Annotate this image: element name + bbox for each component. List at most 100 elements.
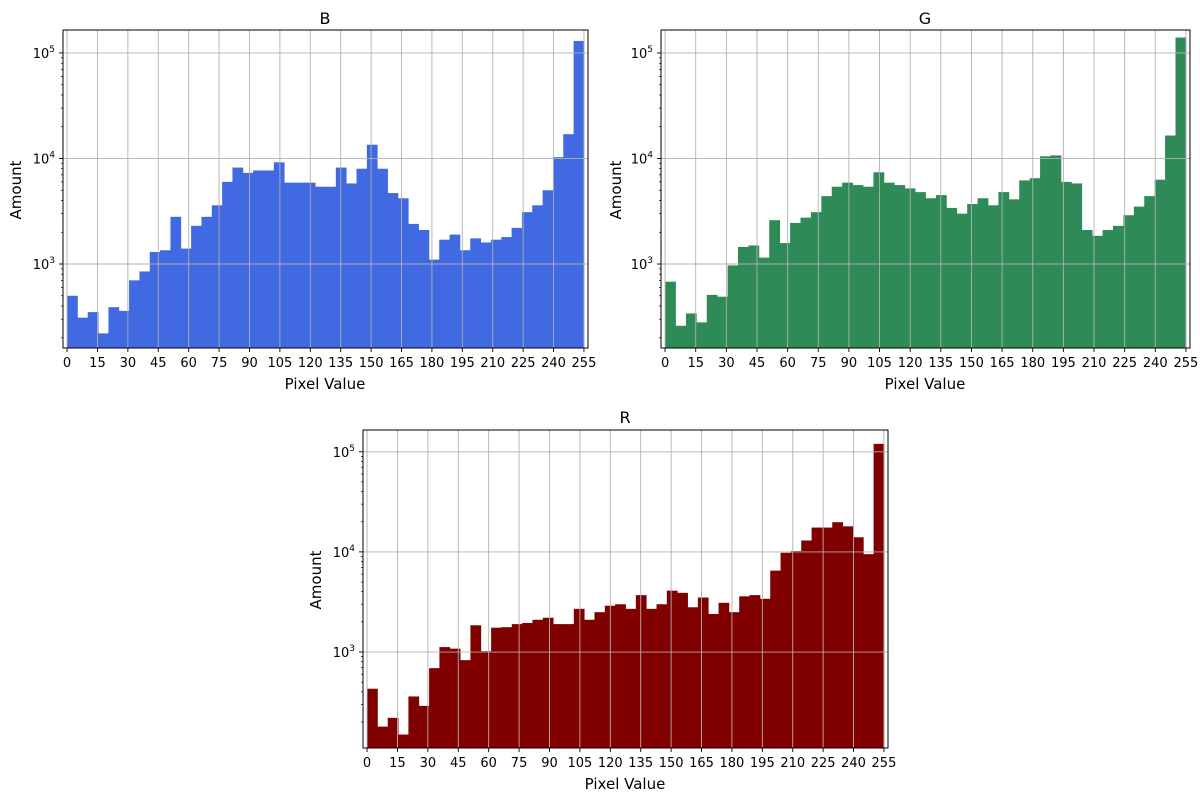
histogram-bar <box>98 333 109 348</box>
x-tick-label: 210 <box>480 356 505 371</box>
histogram-bar <box>1133 206 1145 348</box>
histogram-bar <box>967 204 978 348</box>
histogram-bar <box>542 190 554 348</box>
x-tick-label: 105 <box>567 756 592 771</box>
x-tick-label: 135 <box>628 756 653 771</box>
x-tick-label: 180 <box>720 756 745 771</box>
histogram-bar <box>894 185 906 348</box>
histogram-bar <box>1165 135 1176 348</box>
histogram-bar <box>717 296 728 348</box>
x-tick-label: 135 <box>928 356 953 371</box>
histogram-bar <box>790 551 802 748</box>
histogram-bar <box>625 608 637 748</box>
histogram-bar <box>501 627 513 748</box>
histogram-bar <box>160 250 171 348</box>
x-tick-label: 195 <box>450 356 475 371</box>
histogram-bar <box>294 182 306 348</box>
panel-b-title: B <box>320 9 331 28</box>
y-tick-label: 105 <box>631 45 653 62</box>
histogram-bar <box>211 205 223 348</box>
x-tick-label: 240 <box>841 756 866 771</box>
x-tick-label: 30 <box>420 756 437 771</box>
histogram-bar <box>800 217 812 348</box>
histogram-bar <box>727 265 739 348</box>
histogram-bar <box>501 237 512 348</box>
histogram-bar <box>439 239 450 348</box>
histogram-bar <box>1144 196 1156 348</box>
x-tick-label: 165 <box>389 356 414 371</box>
panel-g-ylabel: Amount <box>607 160 625 219</box>
x-tick-label: 210 <box>780 756 805 771</box>
histogram-bar <box>398 734 409 748</box>
histogram-bar <box>253 170 264 348</box>
histogram-bar <box>1050 155 1062 348</box>
histogram-bar <box>718 602 730 748</box>
x-tick-label: 180 <box>1020 356 1045 371</box>
histogram-bar <box>418 230 430 348</box>
histogram-bar <box>439 647 451 748</box>
x-tick-label: 0 <box>661 356 669 371</box>
histogram-bar <box>769 220 781 348</box>
histogram-bar <box>728 612 740 748</box>
histogram-bar <box>563 624 575 748</box>
x-tick-label: 60 <box>180 356 197 371</box>
histogram-bar <box>821 527 833 748</box>
histogram-bar <box>685 313 697 348</box>
histogram-bar <box>842 526 854 748</box>
histogram-bar <box>706 294 718 348</box>
histogram-bar <box>77 317 89 348</box>
histogram-bar <box>480 651 492 748</box>
histogram-bar <box>646 608 657 748</box>
histogram-bar <box>1092 235 1103 348</box>
histogram-bar <box>1008 199 1020 348</box>
x-tick-label: 15 <box>687 356 704 371</box>
x-tick-label: 90 <box>541 756 558 771</box>
histogram-bar <box>594 612 606 748</box>
panel-r-xlabel: Pixel Value <box>585 775 666 793</box>
histogram-bar <box>738 246 749 348</box>
histogram-bar <box>491 627 502 748</box>
histogram-bar <box>490 239 502 348</box>
histogram-bar <box>397 198 409 348</box>
histogram-bar <box>759 598 771 748</box>
x-tick-label: 105 <box>267 356 292 371</box>
histogram-bar <box>832 522 843 748</box>
x-tick-label: 45 <box>150 356 167 371</box>
x-tick-label: 120 <box>298 356 323 371</box>
histogram-bar <box>335 167 347 348</box>
histogram-bar <box>232 167 244 348</box>
histogram-bar <box>739 596 750 748</box>
histogram-bar <box>573 608 585 748</box>
histogram-bar <box>429 668 440 748</box>
histogram-bar <box>521 212 533 348</box>
histogram-bar <box>449 648 461 748</box>
x-tick-label: 255 <box>572 356 597 371</box>
panel-r: R Pixel Value Amount 0 15 30 45 60 75 90 105 120… <box>307 408 896 793</box>
histogram-bar <box>552 157 564 348</box>
histogram-bar <box>428 259 440 348</box>
histogram-bar <box>1071 183 1083 348</box>
x-tick-label: 60 <box>480 756 497 771</box>
histogram-bar <box>522 622 533 748</box>
y-tick-label: 103 <box>631 256 653 273</box>
y-tick-label: 105 <box>33 45 55 62</box>
histogram-bar <box>811 527 823 748</box>
panel-b-xlabel: Pixel Value <box>285 375 366 393</box>
x-tick-label: 150 <box>359 356 384 371</box>
histogram-bar <box>201 216 213 348</box>
histogram-bar <box>511 624 523 748</box>
plot-frame <box>62 29 589 349</box>
histogram-bar <box>542 617 554 748</box>
histogram-bar <box>687 607 699 748</box>
histogram-bar <box>790 222 801 348</box>
x-tick-label: 0 <box>63 356 71 371</box>
histogram-bar <box>273 162 285 348</box>
histogram-bar <box>191 225 202 348</box>
x-tick-label: 105 <box>867 356 892 371</box>
histogram-bar <box>977 198 989 348</box>
histogram-bar <box>108 307 120 348</box>
histogram-bar <box>863 186 874 348</box>
histogram-bar <box>387 193 399 348</box>
histogram-bar <box>1102 230 1114 348</box>
